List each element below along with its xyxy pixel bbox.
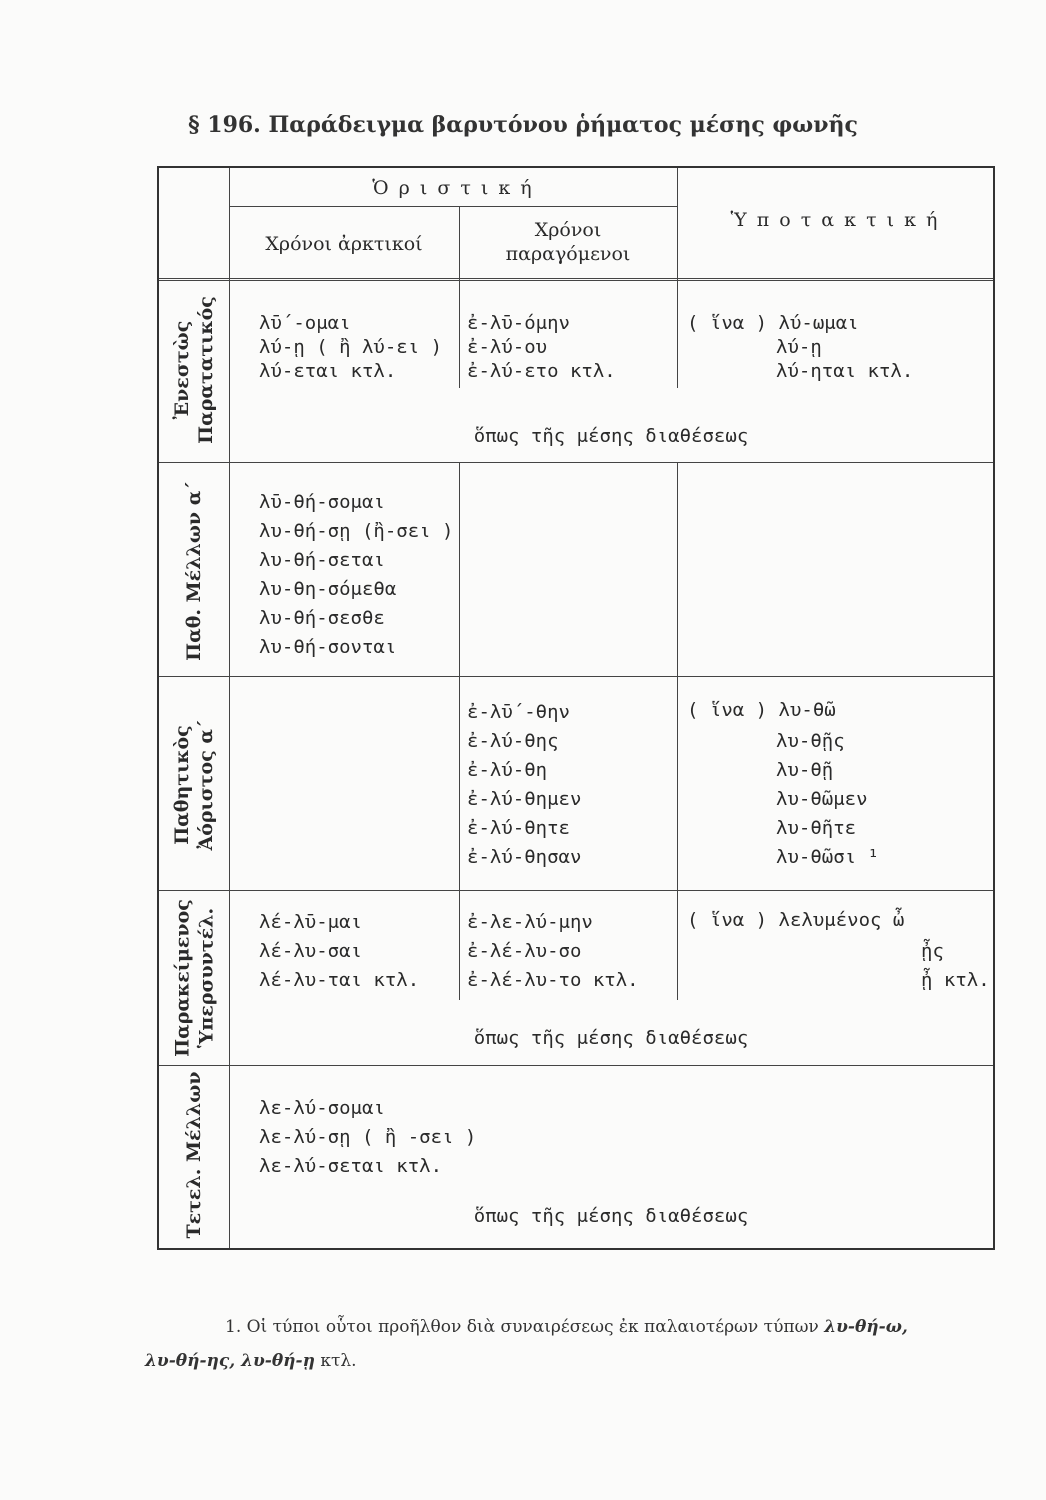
header-paragomenoi: Χρόνοι (534, 219, 602, 241)
cell-text: λῡ-θή-σομαι λυ-θή-σῃ (ἢ-σει ) λυ-θή-σετα… (259, 491, 454, 658)
divider (459, 462, 460, 676)
divider (159, 676, 993, 677)
footnote-text: κτλ. (314, 1351, 357, 1371)
cell-text: λύ-ῃ λύ-ηται κτλ. (776, 336, 914, 382)
row-label-line: Ὑπερσυντέλ. (195, 907, 218, 1049)
cell-text: λυ-θῇς λυ-θῇ λυ-θῶμεν λυ-θῆτε λυ-θῶσι ¹ (776, 730, 879, 868)
divider (159, 278, 993, 281)
footnote-forms: λυ-θή-ω, (824, 1317, 908, 1337)
header-paragomenoi: παραγόμενοι (505, 243, 631, 265)
row-label-line: Παθητικὸς (171, 725, 193, 845)
divider (159, 1065, 993, 1066)
row-label: Παρακείμενος Ὑπερσυντέλ. (171, 891, 219, 1066)
divider (677, 462, 678, 676)
cell-text: ᾖς ᾖ κτλ. (921, 940, 990, 991)
row-note: ὅπως τῆς μέσης διαθέσεως (473, 1205, 749, 1227)
row-note: ὅπως τῆς μέσης διαθέσεως (473, 1027, 749, 1049)
header-oristiki: Ὁ ρ ι σ τ ι κ ή (372, 177, 534, 199)
divider (459, 206, 460, 278)
cell-text: ἐ-λε-λύ-μην ἐ-λέ-λυ-σο ἐ-λέ-λυ-το κτλ. (467, 911, 639, 991)
row-label: Τετελ. Μέλλων (183, 1071, 205, 1239)
divider (229, 168, 230, 1248)
cell-text: λε-λύ-σομαι λε-λύ-σῃ ( ἢ -σει ) λε-λύ-σε… (259, 1097, 477, 1177)
divider (459, 676, 460, 890)
row-label: Ἐνεστὼς Παρατατικός (170, 263, 218, 477)
row-note: ὅπως τῆς μέσης διαθέσεως (473, 425, 749, 447)
divider (677, 890, 678, 1000)
row-label-line: Παρακείμενος (171, 899, 194, 1057)
divider (159, 890, 993, 891)
row-label: Παθητικὸς Ἀόριστος α΄ (170, 678, 218, 892)
page-title: § 196. Παράδειγμα βαρυτόνου ῥήματος μέση… (188, 112, 858, 138)
row-label-line: Ἐνεστὼς (171, 320, 193, 420)
divider (229, 206, 677, 207)
cell-text: ( ἵνα ) λελυμένος ὦ (687, 909, 905, 931)
row-label-line: Ἀόριστος α΄ (195, 719, 217, 851)
divider (459, 278, 460, 388)
divider (677, 676, 678, 890)
header-ypotaktiki: Ὑ π ο τ α κ τ ι κ ή (730, 209, 940, 231)
divider (459, 890, 460, 1000)
cell-text: ἐ-λῡ΄-θην ἐ-λύ-θης ἐ-λύ-θη ἐ-λύ-θημεν ἐ-… (467, 701, 582, 868)
cell-text: ( ἵνα ) λύ-ωμαι (687, 312, 859, 334)
row-label-line: Παρατατικός (195, 296, 217, 444)
footnote-text: 1. Οἱ τύποι οὗτοι προῆλθον διὰ συναιρέσε… (225, 1317, 825, 1337)
divider (677, 278, 678, 388)
divider (159, 462, 993, 463)
divider (677, 168, 678, 278)
footnote: 1. Οἱ τύποι οὗτοι προῆλθον διὰ συναιρέσε… (145, 1310, 1005, 1378)
cell-text: ἐ-λῡ-όμην ἐ-λύ-ου ἐ-λύ-ετο κτλ. (467, 312, 616, 382)
header-archikoi: Χρόνοι ἀρκτικοί (265, 233, 423, 255)
cell-text: λέ-λῡ-μαι λέ-λυ-σαι λέ-λυ-ται κτλ. (259, 911, 420, 991)
cell-text: λῡ΄-ομαι λύ-ῃ ( ἢ λύ-ει ) λύ-εται κτλ. (259, 312, 443, 382)
cell-text: ( ἵνα ) λυ-θῶ (687, 699, 836, 721)
row-label: Παθ. Μέλλων α΄ (183, 481, 205, 661)
footnote-forms: λυ-θή-ης, λυ-θή-ῃ (145, 1351, 315, 1371)
conjugation-table: Ὁ ρ ι σ τ ι κ ή Χρόνοι ἀρκτικοί Χρόνοι π… (157, 166, 995, 1250)
